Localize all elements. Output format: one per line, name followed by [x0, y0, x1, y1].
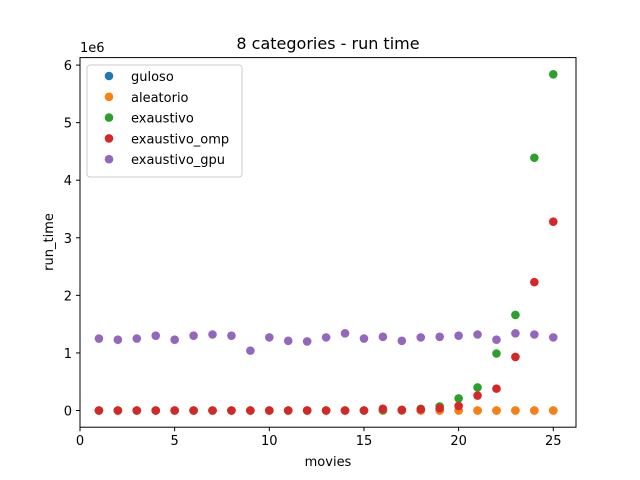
series-exaustivo_gpu [94, 329, 558, 355]
data-point-exaustivo_omp-21 [473, 391, 482, 400]
data-point-exaustivo_gpu-14 [340, 329, 350, 338]
data-point-exaustivo_gpu-18 [416, 333, 426, 342]
x-tick-label: 0 [76, 434, 84, 449]
data-point-exaustivo_omp-1 [94, 406, 104, 415]
data-point-exaustivo_gpu-17 [397, 336, 407, 346]
data-point-exaustivo_omp-3 [132, 406, 142, 415]
data-point-exaustivo_omp-5 [170, 406, 179, 415]
data-point-exaustivo_omp-2 [113, 406, 123, 415]
data-point-exaustivo_omp-18 [416, 405, 426, 414]
data-point-exaustivo_gpu-8 [227, 331, 236, 340]
y-tick-label: 0 [64, 405, 72, 420]
y-tick-label: 6 [64, 59, 72, 74]
data-point-exaustivo_gpu-13 [321, 333, 331, 342]
legend-label-aleatorio: aleatorio [131, 91, 189, 106]
data-point-exaustivo_omp-4 [151, 406, 161, 415]
x-axis-ticks: 0 5 10 15 20 25 [76, 427, 562, 449]
legend-label-exaustivo: exaustivo [131, 112, 194, 127]
x-tick-label: 5 [171, 434, 179, 449]
data-point-exaustivo_omp-22 [492, 384, 501, 393]
data-point-exaustivo_omp-23 [511, 352, 520, 362]
data-point-exaustivo-21 [473, 383, 482, 392]
x-tick-label: 25 [545, 434, 562, 449]
data-point-exaustivo_omp-16 [378, 404, 388, 414]
data-point-exaustivo-23 [511, 310, 520, 320]
y-tick-label: 1 [64, 347, 72, 362]
data-point-aleatorio-24 [530, 406, 539, 415]
data-point-exaustivo_gpu-10 [265, 333, 274, 342]
data-point-exaustivo_gpu-19 [435, 332, 444, 342]
data-point-aleatorio-23 [511, 406, 520, 415]
data-point-aleatorio-21 [473, 406, 482, 415]
plot-frame [79, 57, 577, 428]
data-point-exaustivo_gpu-1 [94, 334, 104, 343]
data-point-exaustivo_omp-20 [454, 401, 463, 411]
data-point-exaustivo_omp-25 [548, 217, 558, 226]
legend-marker-aleatorio [104, 92, 114, 102]
data-point-exaustivo_gpu-22 [492, 335, 501, 344]
x-axis-label: movies [305, 455, 352, 470]
legend-label-guloso: guloso [131, 70, 174, 85]
legend-marker-exaustivo_gpu [104, 154, 114, 164]
y-axis-ticks: 0 1 2 3 4 5 6 [64, 59, 80, 420]
data-point-exaustivo_gpu-7 [208, 330, 217, 339]
data-point-exaustivo_gpu-6 [189, 331, 198, 340]
legend-label-exaustivo_omp: exaustivo_omp [131, 132, 229, 147]
data-point-exaustivo_omp-17 [397, 405, 407, 415]
data-point-exaustivo_gpu-23 [511, 329, 520, 338]
legend-marker-guloso [104, 71, 114, 81]
data-point-exaustivo_omp-9 [246, 406, 255, 415]
data-point-exaustivo_gpu-11 [283, 336, 293, 346]
data-point-exaustivo_gpu-25 [548, 333, 558, 342]
y-tick-label: 4 [64, 174, 72, 189]
data-point-exaustivo_omp-24 [530, 277, 539, 287]
data-point-exaustivo_gpu-4 [151, 331, 161, 340]
y-axis-label: run_time [42, 213, 57, 271]
data-point-aleatorio-25 [548, 406, 558, 415]
y-tick-label: 3 [64, 232, 72, 247]
data-point-exaustivo-20 [454, 394, 463, 403]
data-point-exaustivo_omp-11 [283, 406, 293, 415]
legend: guloso aleatorio exaustivo exaustivo_ompexa… [86, 64, 243, 178]
data-point-exaustivo_gpu-5 [170, 335, 179, 344]
data-point-exaustivo-24 [530, 153, 539, 163]
x-tick-label: 10 [261, 434, 278, 449]
data-point-exaustivo_gpu-9 [246, 346, 255, 355]
data-point-exaustivo_gpu-3 [132, 334, 142, 343]
data-point-exaustivo_omp-13 [321, 406, 331, 415]
data-point-exaustivo_gpu-12 [302, 337, 312, 346]
chart-title: 8 categories - run time [236, 34, 419, 53]
data-point-exaustivo_gpu-15 [359, 334, 369, 343]
legend-box [86, 64, 243, 178]
data-points [94, 70, 558, 415]
data-point-exaustivo_gpu-16 [378, 332, 388, 342]
legend-label-exaustivo_gpu: exaustivo_gpu [131, 153, 225, 168]
data-point-exaustivo_omp-12 [302, 406, 312, 415]
data-point-exaustivo_gpu-2 [113, 335, 123, 344]
x-tick-label: 15 [356, 434, 373, 449]
y-tick-label: 2 [64, 289, 72, 304]
legend-marker-exaustivo_omp [104, 134, 114, 143]
data-point-exaustivo-22 [492, 349, 501, 358]
data-point-exaustivo_omp-14 [340, 406, 350, 415]
y-tick-label: 5 [64, 117, 72, 132]
data-point-exaustivo-25 [548, 70, 558, 79]
data-point-exaustivo_omp-7 [208, 406, 217, 415]
data-point-exaustivo_omp-19 [435, 403, 444, 413]
legend-marker-exaustivo [104, 113, 114, 122]
data-point-exaustivo_omp-8 [227, 406, 236, 415]
x-tick-label: 20 [450, 434, 467, 449]
series-exaustivo_omp [94, 217, 558, 415]
y-scale-offset-label: 1e6 [80, 41, 105, 56]
data-point-exaustivo_gpu-21 [473, 330, 482, 339]
data-point-aleatorio-22 [492, 406, 501, 415]
data-point-exaustivo_omp-15 [359, 406, 369, 415]
data-point-exaustivo_omp-6 [189, 406, 198, 415]
data-point-exaustivo_gpu-24 [530, 330, 539, 339]
data-point-exaustivo_omp-10 [265, 406, 274, 415]
data-point-exaustivo_gpu-20 [454, 331, 463, 340]
